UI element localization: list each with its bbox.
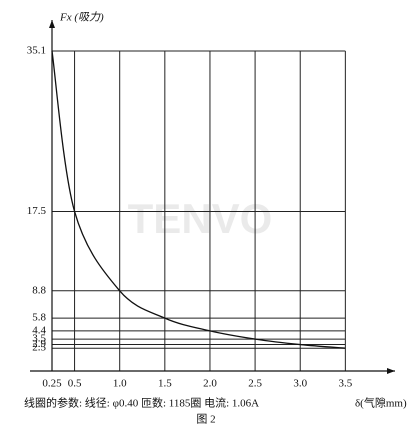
x-tick-label: 0.25 [42, 378, 62, 390]
x-tick-label: 3.5 [338, 378, 352, 390]
caption: 线圈的参数: 线径: φ0.40 匝数: 1185圈 电流: 1.06A [24, 396, 259, 410]
y-tick-label: 8.8 [32, 284, 46, 296]
y-tick-label: 17.5 [27, 205, 47, 217]
x-tick-label: 1.5 [158, 378, 172, 390]
y-axis-label: Fx (吸力) [59, 11, 104, 24]
y-tick-label: 4.4 [32, 324, 46, 336]
x-tick-label: 2.0 [203, 378, 217, 390]
x-tick-label: 0.5 [68, 378, 82, 390]
y-tick-label: 35.1 [27, 45, 46, 57]
x-axis-label: δ(气隙mm) [355, 396, 407, 410]
y-axis-arrow [49, 20, 55, 28]
y-tick-label: 5.8 [32, 312, 46, 324]
x-tick-label: 2.5 [248, 378, 262, 390]
y-tick-label: 2.9 [32, 338, 46, 350]
figure-label: 图 2 [196, 413, 215, 426]
curve [51, 50, 346, 349]
watermark: TENVO [128, 195, 273, 242]
x-axis-arrow [387, 368, 395, 374]
x-tick-label: 1.0 [113, 378, 127, 390]
x-tick-label: 3.0 [293, 378, 307, 390]
y-tick-label: 2.5 [32, 342, 46, 354]
y-tick-label: 3.5 [32, 333, 46, 345]
